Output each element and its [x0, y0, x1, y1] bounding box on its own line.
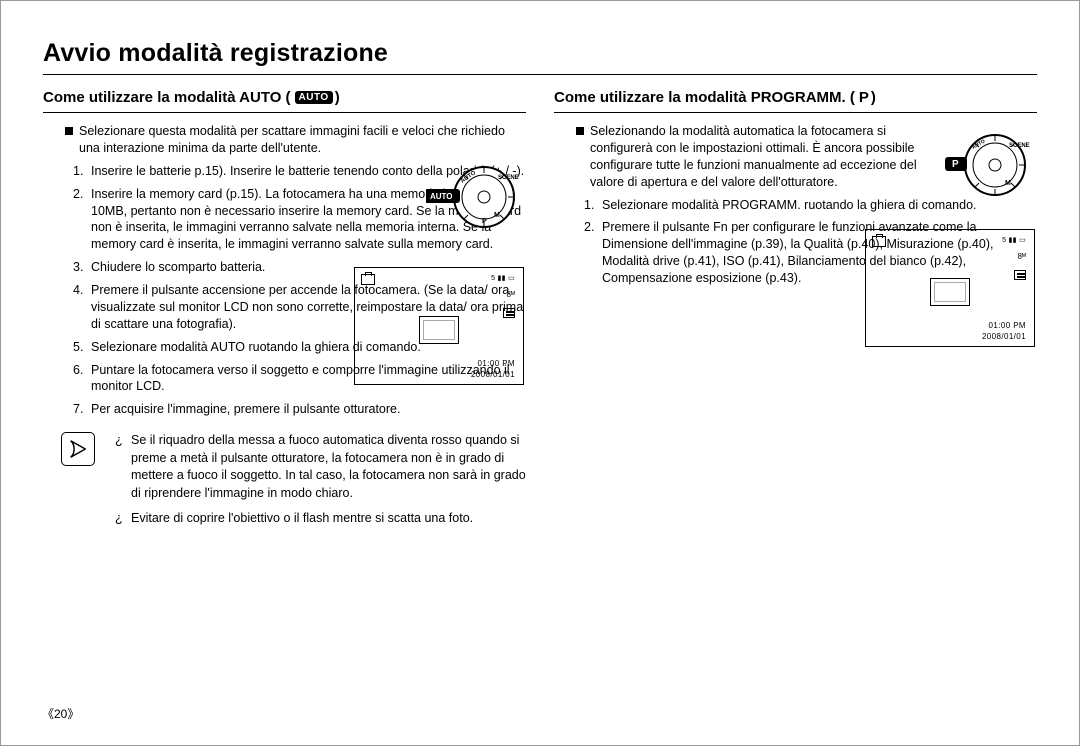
focus-frame-icon — [930, 278, 970, 306]
lcd-preview-icon: 5 ▮▮ ▭ 8ᴹ 01:00 PM 2008/01/01 — [865, 229, 1035, 347]
lcd-iso: 8ᴹ — [1017, 252, 1026, 261]
right-body: Selezionare modalità PROGRAMM. ruotando … — [554, 197, 1037, 287]
battery-icon — [503, 308, 515, 318]
svg-text:P: P — [482, 218, 487, 225]
left-intro: Selezionare questa modalità per scattare… — [43, 123, 526, 157]
lcd-time: 01:00 PM — [478, 359, 515, 368]
p-mode-badge: P — [859, 89, 869, 106]
camera-icon — [872, 236, 886, 247]
mode-dial-icon: SCENE P M AUTO AUTO — [426, 161, 524, 233]
note-box: Se il riquadro della messa a fuoco autom… — [43, 432, 526, 536]
svg-text:M: M — [494, 212, 500, 219]
lcd-date: 2008/01/01 — [471, 370, 515, 379]
lcd-time: 01:00 PM — [989, 321, 1026, 330]
lcd-top-right: 5 ▮▮ ▭ — [491, 274, 515, 282]
note-list: Se il riquadro della messa a fuoco autom… — [109, 432, 526, 536]
right-column: Come utilizzare la modalità PROGRAMM. ( … — [554, 89, 1037, 536]
list-item: Per acquisire l'immagine, premere il pul… — [91, 401, 526, 418]
left-intro-text: Selezionare questa modalità per scattare… — [79, 123, 526, 157]
lcd-date: 2008/01/01 — [982, 332, 1026, 341]
battery-icon — [1014, 270, 1026, 280]
dial-selected-label: P — [952, 159, 959, 170]
svg-text:M: M — [1005, 180, 1011, 187]
manual-page: Avvio modalità registrazione Come utiliz… — [0, 0, 1080, 746]
square-bullet-icon — [576, 127, 584, 135]
right-heading-suffix: ) — [871, 89, 876, 106]
left-column: Come utilizzare la modalità AUTO ( AUTO … — [43, 89, 526, 536]
lcd-iso: 8ᴹ — [506, 290, 515, 299]
lcd-top-right: 5 ▮▮ ▭ — [1002, 236, 1026, 244]
auto-mode-badge: AUTO — [295, 91, 333, 104]
right-heading-prefix: Come utilizzare la modalità PROGRAMM. ( — [554, 89, 855, 106]
right-intro-text: Selezionando la modalità automatica la f… — [590, 123, 927, 191]
two-column-layout: Come utilizzare la modalità AUTO ( AUTO … — [43, 89, 1037, 536]
note-icon — [61, 432, 95, 466]
square-bullet-icon — [65, 127, 73, 135]
lcd-preview-icon: 5 ▮▮ ▭ 8ᴹ 01:00 PM 2008/01/01 — [354, 267, 524, 385]
svg-text:SCENE: SCENE — [498, 175, 519, 181]
left-heading-prefix: Come utilizzare la modalità AUTO ( — [43, 89, 291, 106]
dial-selected-label: AUTO — [430, 192, 453, 201]
focus-frame-icon — [419, 316, 459, 344]
list-item: Evitare di coprire l'obiettivo o il flas… — [115, 510, 526, 528]
left-heading-suffix: ) — [335, 89, 340, 106]
list-item: Se il riquadro della messa a fuoco autom… — [115, 432, 526, 502]
page-number: 《20》 — [42, 705, 79, 722]
mode-dial-icon: SCENE M AUTO P — [937, 129, 1035, 201]
page-title: Avvio modalità registrazione — [43, 39, 1037, 75]
svg-text:SCENE: SCENE — [1009, 143, 1030, 149]
right-heading: Come utilizzare la modalità PROGRAMM. ( … — [554, 89, 1037, 113]
camera-icon — [361, 274, 375, 285]
left-body: Inserire le batterie p.15). Inserire le … — [43, 163, 526, 418]
left-heading: Come utilizzare la modalità AUTO ( AUTO … — [43, 89, 526, 113]
